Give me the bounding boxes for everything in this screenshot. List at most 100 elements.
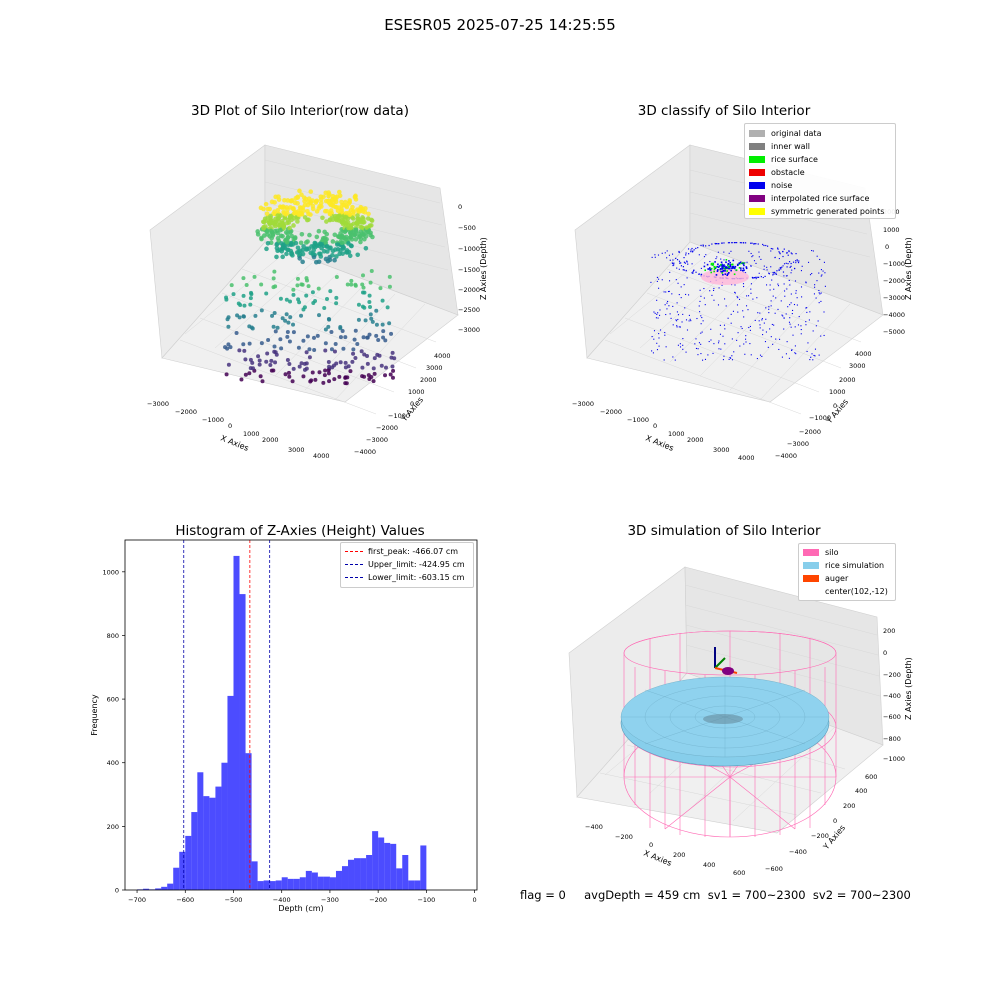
noise-point xyxy=(676,326,678,328)
raw-data-point xyxy=(302,198,307,204)
raw-xtick: 0 xyxy=(228,422,232,430)
histogram-bar xyxy=(191,812,198,890)
raw-data-point xyxy=(273,360,278,365)
raw-data-point xyxy=(320,215,325,221)
noise-point xyxy=(794,326,796,328)
noise-point xyxy=(692,271,694,273)
raw-data-point xyxy=(247,371,252,376)
noise-point xyxy=(783,248,785,250)
noise-point xyxy=(657,317,659,319)
raw-data-point xyxy=(360,220,366,225)
noise-point xyxy=(777,248,779,250)
raw-data-point xyxy=(389,331,394,336)
raw-data-point xyxy=(322,306,327,311)
raw-data-point xyxy=(387,284,392,289)
noise-point xyxy=(778,348,780,351)
raw-point-cloud xyxy=(223,188,397,386)
classify-xtick: −3000 xyxy=(572,400,594,408)
classify-point-cloud xyxy=(650,242,826,361)
raw-data-point xyxy=(310,251,316,256)
raw-plot-title: 3D Plot of Silo Interior(row data) xyxy=(191,103,409,119)
raw-data-point xyxy=(323,348,328,353)
noise-point xyxy=(713,287,715,290)
noise-point xyxy=(677,282,679,284)
noise-point xyxy=(776,247,779,249)
raw-data-point xyxy=(297,252,303,257)
noise-point xyxy=(675,319,677,321)
raw-data-point xyxy=(326,317,331,322)
raw-data-point xyxy=(275,235,281,241)
sim-zlabel: Z Axies (Depth) xyxy=(904,657,913,720)
classify-ytick: 4000 xyxy=(855,350,872,358)
raw-data-point xyxy=(344,381,349,386)
raw-data-point xyxy=(326,324,331,329)
noise-point xyxy=(774,312,776,314)
noise-point xyxy=(785,353,787,355)
rice-surface-point xyxy=(722,267,724,270)
raw-data-point xyxy=(330,239,336,244)
raw-data-point xyxy=(297,300,302,305)
raw-data-point xyxy=(310,290,315,295)
rice-surface-point xyxy=(710,267,713,270)
noise-point xyxy=(750,265,752,267)
raw-data-point xyxy=(323,341,328,346)
noise-point xyxy=(680,265,683,267)
noise-point xyxy=(743,285,745,288)
raw-data-point xyxy=(313,259,319,265)
noise-point xyxy=(794,352,796,354)
noise-point xyxy=(801,265,803,267)
noise-point xyxy=(685,351,687,353)
noise-point xyxy=(745,341,747,343)
noise-point xyxy=(668,254,670,256)
noise-point xyxy=(687,294,690,296)
noise-point xyxy=(749,325,752,328)
noise-point xyxy=(724,343,726,345)
noise-point xyxy=(698,273,700,275)
legend-entry: symmetric generated points xyxy=(749,205,891,218)
legend-swatch xyxy=(749,208,765,215)
raw-data-point xyxy=(301,195,307,200)
noise-point xyxy=(792,261,795,263)
noise-point xyxy=(788,321,791,323)
noise-point xyxy=(691,247,693,250)
noise-point xyxy=(668,305,670,307)
noise-point xyxy=(702,359,704,361)
noise-point xyxy=(734,291,736,293)
noise-point xyxy=(794,260,797,262)
classify-ytick: −2000 xyxy=(799,428,821,436)
noise-point xyxy=(691,263,693,265)
raw-data-point xyxy=(273,284,278,289)
raw-data-point xyxy=(267,220,273,225)
raw-data-point xyxy=(275,230,281,236)
classify-ytick: −3000 xyxy=(787,440,809,448)
noise-point xyxy=(790,252,792,254)
raw-data-point xyxy=(335,208,341,214)
noise-point xyxy=(718,348,720,350)
raw-data-point xyxy=(259,282,264,287)
rice-surface-point xyxy=(716,270,719,272)
rice-surface-point xyxy=(729,261,731,264)
noise-point xyxy=(722,335,724,337)
noise-point xyxy=(794,345,796,347)
legend-label: center(102,-12) xyxy=(825,587,888,596)
raw-data-point xyxy=(361,232,366,237)
noise-point xyxy=(752,255,754,257)
raw-data-point xyxy=(265,351,270,356)
noise-point xyxy=(798,316,800,318)
raw-data-point xyxy=(278,227,283,233)
histogram-bar xyxy=(227,695,234,890)
noise-point xyxy=(723,324,726,326)
raw-data-point xyxy=(343,375,348,380)
raw-data-point xyxy=(367,332,372,337)
histogram-bar xyxy=(341,866,349,890)
rice-surface-point xyxy=(710,262,713,265)
noise-point xyxy=(791,349,793,352)
noise-point xyxy=(658,278,660,280)
raw-data-point xyxy=(252,274,257,279)
raw-data-point xyxy=(259,308,264,313)
noise-point xyxy=(725,305,727,307)
noise-point xyxy=(823,261,825,263)
legend-swatch xyxy=(345,551,363,552)
noise-point xyxy=(764,341,767,343)
raw-data-point xyxy=(287,361,292,366)
